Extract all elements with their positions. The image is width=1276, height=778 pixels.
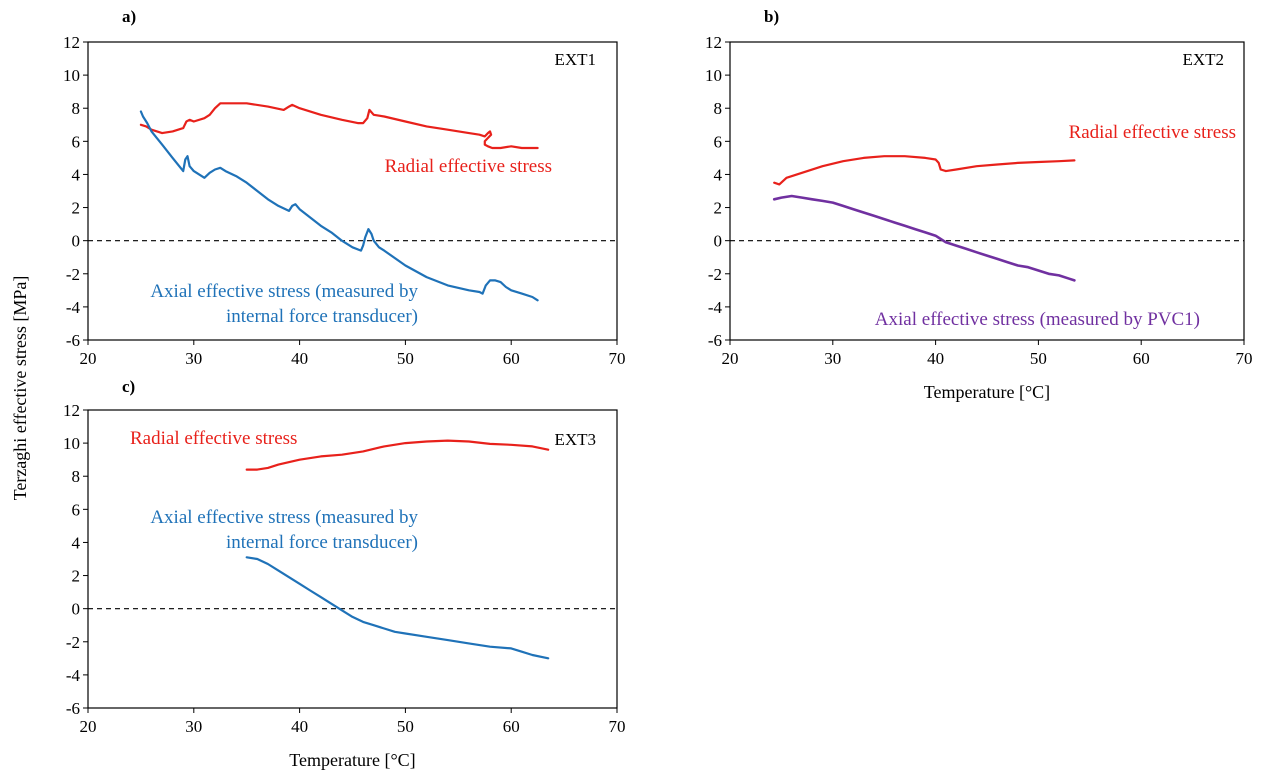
y-tick-label: -6: [708, 331, 722, 350]
y-tick-label: 6: [72, 500, 81, 519]
specimen-tag: EXT1: [554, 50, 596, 69]
annotation-axial: internal force transducer): [226, 306, 418, 327]
annotation-axial: Axial effective stress (measured by PVC1…: [875, 309, 1200, 330]
series-line-axial: [772, 194, 1076, 282]
series-line-axial: [245, 556, 550, 660]
x-tick-label: 70: [1236, 349, 1253, 368]
y-tick-label: -2: [66, 633, 80, 652]
x-axis-label: Temperature [°C]: [924, 382, 1050, 402]
y-tick-label: 2: [72, 567, 81, 586]
y-axis-label: Terzaghi effective stress [MPa]: [10, 276, 30, 501]
y-tick-label: 10: [705, 66, 722, 85]
x-tick-label: 50: [397, 349, 414, 368]
annotation-axial: internal force transducer): [226, 532, 418, 553]
y-tick-label: 12: [63, 33, 80, 52]
panel-label: c): [122, 377, 135, 396]
specimen-tag: EXT3: [554, 430, 596, 449]
x-tick-label: 40: [291, 349, 308, 368]
series-line-axial: [139, 110, 539, 302]
panel-a: -6 -4 -2 0 2 4 6 8 10 12 20 30 40 50 60 70 a) EXT1 Radial …: [63, 7, 626, 368]
panel-label: b): [764, 7, 779, 26]
y-tick-label: 0: [72, 232, 81, 251]
annotation-radial: Radial effective stress: [385, 156, 552, 177]
y-tick-label: 0: [714, 232, 723, 251]
plot-frame: [87, 41, 618, 341]
y-tick-label: 8: [714, 99, 723, 118]
x-tick-label: 50: [1030, 349, 1047, 368]
x-tick-label: 20: [80, 349, 97, 368]
x-tick-label: 30: [185, 349, 202, 368]
panel-c: -6 -4 -2 0 2 4 6 8 10 12 20 30 40 50 60 70 c) EXT3 Radial …: [63, 377, 626, 770]
y-tick-label: 10: [63, 434, 80, 453]
x-axis-label: Temperature [°C]: [289, 750, 415, 770]
series-line-radial: [139, 102, 539, 150]
x-tick-label: 20: [722, 349, 739, 368]
x-tick-label: 40: [927, 349, 944, 368]
x-tick-label: 70: [609, 349, 626, 368]
series-line-radial: [245, 439, 550, 471]
y-tick-label: -6: [66, 699, 80, 718]
y-tick-label: 10: [63, 66, 80, 85]
specimen-tag: EXT2: [1182, 50, 1224, 69]
x-tick-label: 20: [80, 717, 97, 736]
y-tick-label: 12: [705, 33, 722, 52]
plot-frame: [729, 41, 1245, 341]
y-tick-label: 6: [72, 132, 81, 151]
annotation-radial: Radial effective stress: [1069, 122, 1236, 143]
y-tick-label: -2: [708, 265, 722, 284]
y-tick-label: 6: [714, 132, 723, 151]
y-tick-label: -4: [66, 666, 81, 685]
y-tick-label: -4: [66, 298, 81, 317]
annotation-radial: Radial effective stress: [130, 428, 297, 449]
annotation-axial: Axial effective stress (measured by: [150, 281, 418, 302]
annotation-axial: Axial effective stress (measured by: [150, 507, 418, 528]
x-tick-label: 60: [503, 349, 520, 368]
x-tick-label: 30: [824, 349, 841, 368]
y-tick-label: 2: [714, 199, 723, 218]
plot-frame: [87, 409, 618, 709]
x-tick-label: 50: [397, 717, 414, 736]
y-tick-label: -6: [66, 331, 80, 350]
x-tick-label: 60: [1133, 349, 1150, 368]
panel-label: a): [122, 7, 136, 26]
panel-b: -6 -4 -2 0 2 4 6 8 10 12 20 30 40 50 60 70 b) EXT2 Radial …: [705, 7, 1253, 402]
y-tick-label: 8: [72, 99, 81, 118]
y-tick-label: 8: [72, 467, 81, 486]
y-tick-label: -4: [708, 298, 723, 317]
y-tick-label: 0: [72, 600, 81, 619]
x-tick-label: 70: [609, 717, 626, 736]
y-tick-label: 4: [714, 165, 723, 184]
y-tick-label: -2: [66, 265, 80, 284]
y-tick-label: 12: [63, 401, 80, 420]
x-tick-label: 60: [503, 717, 520, 736]
y-tick-label: 4: [72, 533, 81, 552]
x-tick-label: 30: [185, 717, 202, 736]
y-tick-label: 2: [72, 199, 81, 218]
y-tick-label: 4: [72, 165, 81, 184]
x-tick-label: 40: [291, 717, 308, 736]
series-line-radial: [773, 155, 1076, 186]
